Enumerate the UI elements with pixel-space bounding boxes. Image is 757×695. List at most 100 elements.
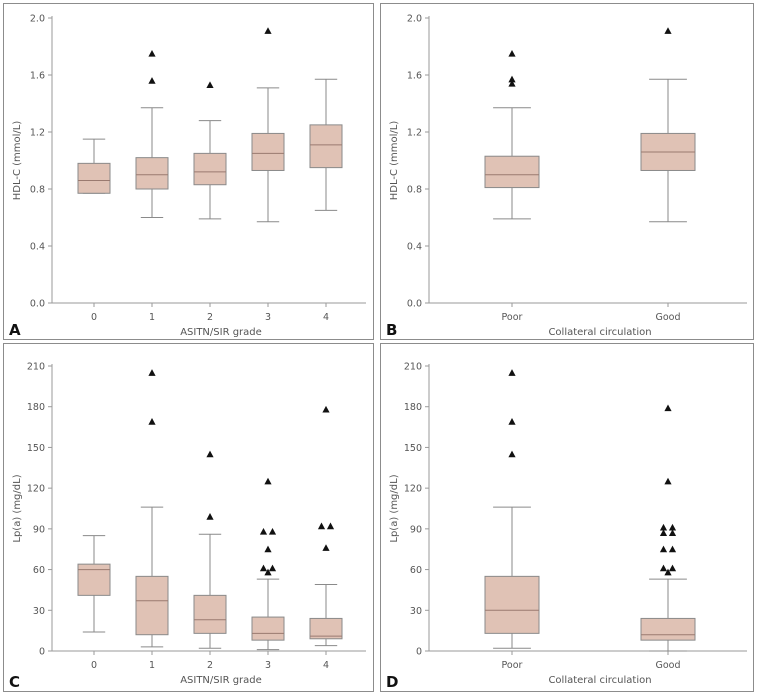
y-tick-label: 0.4	[407, 242, 422, 253]
y-tick-label: 120	[404, 484, 422, 495]
box-c-2	[193, 594, 227, 634]
outlier-marker	[206, 450, 214, 458]
box-a-0	[77, 162, 111, 194]
y-tick-label: 0.8	[30, 185, 45, 196]
box-a-3	[251, 132, 285, 171]
outlier-marker	[259, 527, 268, 535]
x-tick-label: 1	[149, 660, 155, 671]
y-tick-label: 180	[27, 402, 45, 413]
outlier-marker	[659, 523, 668, 531]
outlier-marker	[268, 527, 277, 535]
chart-c: 0 30 60 90 120 150 180 210 Lp(a) (mg/dL) 0 1 2 3 4 ASI…	[9, 362, 366, 691]
y-tick-label: 120	[27, 484, 45, 495]
y-tick-label: 30	[410, 606, 422, 617]
x-tick-label: Poor	[502, 312, 523, 323]
y-tick-label: 0.8	[407, 185, 422, 196]
box-c-1	[135, 575, 169, 636]
chart-d: 0 30 60 90 120 150 180 210 Lp(a) (mg/dL) Poor Good…	[386, 362, 747, 691]
panel-letter: B	[386, 321, 397, 339]
panel-letter: A	[9, 321, 21, 339]
x-tick-label: Poor	[502, 660, 523, 671]
y-tick-label: 2.0	[407, 14, 422, 25]
x-tick-label: 0	[91, 312, 97, 323]
y-tick-label: 0	[39, 647, 45, 658]
chart-a: 0.0 0.4 0.8 1.2 1.6 2.0 HDL-C (mmol/L) 0 1 2 3 4 ASI…	[9, 14, 366, 339]
y-tick-label: 1.2	[30, 128, 45, 139]
y-tick-label: 90	[33, 524, 45, 535]
x-axis-title: Collateral circulation	[548, 327, 651, 338]
x-tick-label: 2	[207, 660, 213, 671]
outlier-marker	[508, 450, 516, 458]
y-tick-label: 0.4	[30, 242, 45, 253]
y-axis-title: Lp(a) (mg/dL)	[12, 474, 23, 542]
x-tick-label: 4	[323, 312, 329, 323]
box-d-1	[640, 617, 696, 641]
outlier-marker	[268, 564, 277, 572]
outlier-marker	[322, 544, 330, 551]
box-a-1	[135, 157, 169, 190]
x-axis-title: Collateral circulation	[548, 675, 651, 686]
outlier-marker	[148, 77, 156, 84]
outlier-marker	[206, 81, 214, 89]
panel-letter: C	[9, 673, 20, 691]
outlier-marker	[148, 369, 156, 376]
box-b-0	[484, 155, 540, 189]
outlier-marker	[664, 477, 672, 485]
outlier-marker	[664, 568, 672, 576]
outlier-marker	[264, 477, 272, 485]
y-tick-label: 0.0	[30, 299, 45, 310]
y-tick-label: 210	[27, 362, 45, 373]
outlier-marker	[259, 564, 268, 572]
panel-c: 0 30 60 90 120 150 180 210 Lp(a) (mg/dL) 0 1 2 3 4 ASI…	[3, 343, 374, 692]
x-tick-label: 3	[265, 312, 271, 323]
y-axis-title: Lp(a) (mg/dL)	[389, 474, 400, 542]
outlier-marker	[659, 545, 668, 553]
box-c-0	[77, 563, 111, 596]
outlier-marker	[668, 523, 677, 531]
outlier-marker	[508, 418, 516, 425]
outlier-marker	[264, 27, 272, 34]
x-tick-label: Good	[655, 660, 680, 671]
outlier-marker	[264, 545, 272, 553]
outlier-marker	[664, 404, 672, 412]
box-c-3	[251, 616, 285, 641]
y-tick-label: 0.0	[407, 299, 422, 310]
box-c-4	[309, 617, 343, 640]
box-d-0	[484, 575, 540, 634]
outlier-marker	[508, 50, 516, 57]
y-tick-label: 60	[410, 565, 422, 576]
outlier-marker	[317, 522, 326, 530]
y-tick-label: 150	[404, 443, 422, 454]
y-tick-label: 150	[27, 443, 45, 454]
outlier-marker	[326, 522, 335, 530]
panel-letter: D	[386, 673, 398, 691]
outlier-marker	[668, 545, 677, 553]
y-tick-label: 1.6	[407, 71, 422, 82]
outlier-marker	[322, 405, 330, 413]
y-tick-label: 210	[404, 362, 422, 373]
box-a-2	[193, 152, 227, 186]
y-tick-label: 2.0	[30, 14, 45, 25]
outlier-marker	[659, 564, 668, 572]
panel-a: 0.0 0.4 0.8 1.2 1.6 2.0 HDL-C (mmol/L) 0 1 2 3 4 ASI…	[3, 3, 374, 340]
panel-d: 0 30 60 90 120 150 180 210 Lp(a) (mg/dL) Poor Good…	[380, 343, 754, 692]
outlier-marker	[508, 75, 516, 83]
x-axis-title: ASITN/SIR grade	[180, 327, 262, 338]
outlier-marker	[508, 79, 516, 87]
x-tick-label: 2	[207, 312, 213, 323]
y-axis-title: HDL-C (mmol/L)	[389, 121, 400, 201]
x-tick-label: 4	[323, 660, 329, 671]
y-tick-label: 60	[33, 565, 45, 576]
x-tick-label: Good	[655, 312, 680, 323]
chart-b: 0.0 0.4 0.8 1.2 1.6 2.0 HDL-C (mmol/L) Poor Good…	[386, 14, 747, 339]
outlier-marker	[508, 369, 516, 376]
y-tick-label: 1.2	[407, 128, 422, 139]
y-tick-label: 90	[410, 524, 422, 535]
y-axis-title: HDL-C (mmol/L)	[12, 121, 23, 201]
outlier-marker	[206, 513, 214, 520]
x-axis-title: ASITN/SIR grade	[180, 675, 262, 686]
panel-b: 0.0 0.4 0.8 1.2 1.6 2.0 HDL-C (mmol/L) Poor Good…	[380, 3, 754, 340]
x-tick-label: 3	[265, 660, 271, 671]
outlier-marker	[148, 418, 156, 425]
outlier-marker	[664, 27, 672, 34]
